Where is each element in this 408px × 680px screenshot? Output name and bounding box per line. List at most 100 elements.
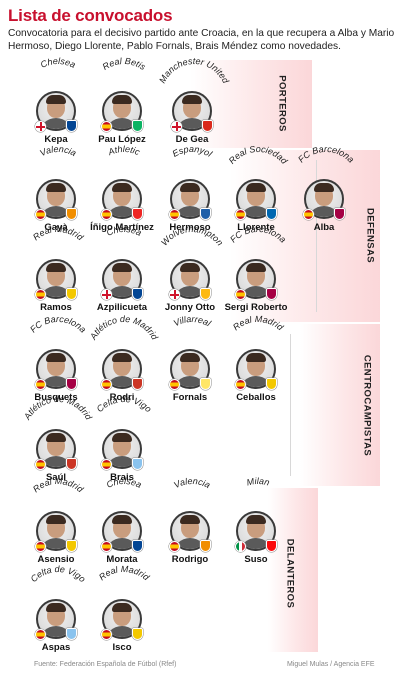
player-name: Alba: [313, 222, 335, 233]
nationality-flag-icon: [171, 121, 182, 132]
nationality-flag-icon: [35, 629, 46, 640]
club-crest-icon: [132, 288, 143, 300]
player-card-fornals: Villarreal Fornals: [156, 314, 228, 403]
player-card-gaya: Valencia Gayà: [22, 144, 94, 233]
club-crest-icon: [66, 120, 77, 132]
player-photo: [102, 91, 142, 131]
nationality-flag-icon: [303, 209, 314, 220]
nationality-flag-icon: [169, 379, 180, 390]
player-name: Brais: [110, 472, 134, 483]
page-subtitle: Convocatoria para el decisivo partido an…: [8, 28, 395, 52]
nationality-flag-icon: [169, 541, 180, 552]
player-card-ceballos: Real Madrid Ceballos: [222, 314, 294, 403]
nationality-flag-icon: [235, 379, 246, 390]
nationality-flag-icon: [101, 121, 112, 132]
club-crest-icon: [132, 378, 143, 390]
nationality-flag-icon: [101, 629, 112, 640]
player-card-suso: Milan Suso: [222, 476, 294, 565]
svg-text:Espanyol: Espanyol: [171, 144, 215, 159]
player-card-azpilicueta: Chelsea Azpilicueta: [88, 224, 160, 313]
club-name: Espanyol: [171, 144, 215, 159]
club-crest-icon: [66, 378, 77, 390]
player-card-de-gea: Manchester United De Gea: [157, 56, 231, 145]
source-note: Fuente: Federación Española de Fútbol (R…: [34, 661, 177, 668]
club-name: Chelsea: [105, 476, 143, 490]
player-card-asensio: Real Madrid Asensio: [22, 476, 94, 565]
nationality-flag-icon: [35, 289, 46, 300]
section-label-defensas: DEFENSAS: [364, 208, 376, 263]
nationality-flag-icon: [101, 289, 112, 300]
svg-text:Real Madrid: Real Madrid: [97, 564, 152, 583]
club-crest-icon: [266, 378, 277, 390]
club-name: Villarreal: [172, 314, 214, 329]
player-name: Aspas: [41, 642, 71, 653]
player-card-rodrigo: Valencia Rodrigo: [156, 476, 228, 565]
club-crest-icon: [266, 208, 277, 220]
club-crest-icon: [132, 120, 143, 132]
player-name: Morata: [106, 554, 138, 565]
nationality-flag-icon: [35, 459, 46, 470]
section-label-porteros: PORTEROS: [276, 75, 288, 132]
section-background: [300, 324, 380, 486]
player-name: Jonny Otto: [164, 302, 216, 313]
svg-text:Chelsea: Chelsea: [105, 476, 143, 490]
svg-text:Real Betis: Real Betis: [101, 56, 148, 72]
player-name: Rodrigo: [171, 554, 209, 565]
nationality-flag-icon: [101, 541, 112, 552]
svg-text:Valencia: Valencia: [38, 144, 78, 158]
club-crest-icon: [266, 288, 277, 300]
player-name: Suso: [244, 554, 268, 565]
player-photo: [304, 179, 344, 219]
club-crest-icon: [200, 540, 211, 552]
nationality-flag-icon: [35, 209, 46, 220]
player-card-pau-lopez: Real Betis Pau López: [88, 56, 160, 145]
club-crest-icon: [66, 288, 77, 300]
player-name: Fornals: [172, 392, 208, 403]
club-crest-icon: [132, 628, 143, 640]
club-name: Valencia: [172, 476, 212, 490]
club-crest-icon: [66, 208, 77, 220]
player-name: Llorente: [237, 222, 275, 233]
club-name: Chelsea: [105, 224, 143, 238]
player-name: Isco: [112, 642, 132, 653]
section-label-centrocampistas: CENTROCAMPISTAS: [361, 354, 373, 457]
player-card-inigo-martinez: Athletic Íñigo Martínez: [88, 144, 160, 233]
section-background: [268, 488, 318, 652]
club-crest-icon: [200, 288, 211, 300]
player-name: Kepa: [44, 134, 68, 145]
nationality-flag-icon: [35, 121, 46, 132]
club-crest-icon: [200, 208, 211, 220]
club-name: Chelsea: [39, 56, 77, 70]
player-name: Gayà: [44, 222, 68, 233]
player-name: Azpilicueta: [96, 302, 148, 313]
club-crest-icon: [266, 540, 277, 552]
player-card-kepa: Chelsea Kepa: [22, 56, 94, 145]
club-crest-icon: [66, 628, 77, 640]
nationality-flag-icon: [235, 209, 246, 220]
player-card-sergi-roberto: FC Barcelona Sergi Roberto: [222, 224, 294, 313]
player-name: Busquets: [34, 392, 78, 403]
club-name: Real Betis: [101, 56, 148, 72]
player-name: De Gea: [175, 134, 209, 145]
player-card-brais: Celta de Vigo Brais: [88, 394, 160, 483]
player-name: Ceballos: [236, 392, 276, 403]
club-name: Athletic: [106, 144, 142, 158]
nationality-flag-icon: [35, 541, 46, 552]
player-card-alba: FC Barcelona Alba: [290, 144, 362, 233]
player-name: Íñigo Martínez: [90, 222, 154, 233]
player-name: Hermoso: [169, 222, 211, 233]
nationality-flag-icon: [101, 209, 112, 220]
nationality-flag-icon: [35, 379, 46, 390]
club-crest-icon: [334, 208, 345, 220]
club-crest-icon: [200, 378, 211, 390]
page-title: Lista de convocados: [8, 6, 173, 25]
nationality-flag-icon: [101, 379, 112, 390]
player-photo: [102, 179, 142, 219]
svg-text:Valencia: Valencia: [172, 476, 212, 490]
club-name: Milan: [246, 476, 271, 488]
credit-note: Miguel Mulas / Agencia EFE: [287, 661, 375, 668]
section-centrocampistas: CENTROCAMPISTAS: [300, 324, 380, 486]
player-card-saul: Atlético de Madrid Saúl: [22, 394, 95, 483]
svg-text:Chelsea: Chelsea: [105, 224, 143, 238]
player-card-jonny-otto: Wolverhampton Jonny Otto: [156, 224, 228, 313]
